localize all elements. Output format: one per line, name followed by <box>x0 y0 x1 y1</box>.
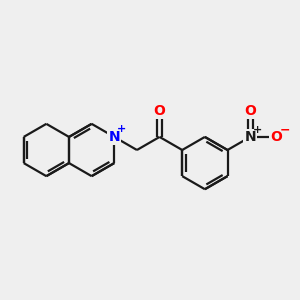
Text: −: − <box>279 123 290 136</box>
Text: +: + <box>117 124 126 134</box>
Text: N: N <box>109 130 120 144</box>
Text: O: O <box>270 130 282 144</box>
Text: N: N <box>244 130 256 144</box>
Text: O: O <box>244 104 256 118</box>
Text: O: O <box>154 104 166 118</box>
Text: +: + <box>253 124 262 135</box>
